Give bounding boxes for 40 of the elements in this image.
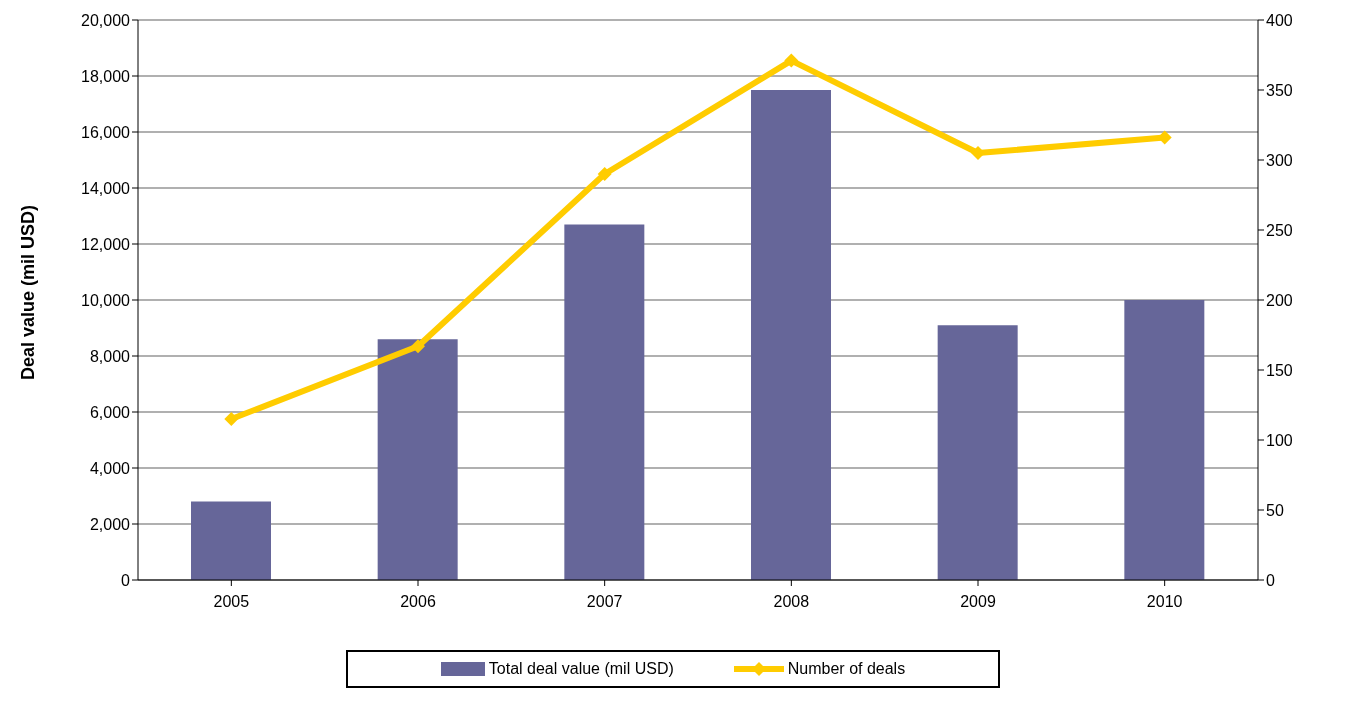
y-tick-label: 14,000 — [81, 179, 131, 197]
x-tick-label: 2007 — [586, 593, 623, 611]
point — [411, 339, 425, 354]
bar — [751, 90, 831, 580]
y2-tick-label: 0 — [1266, 571, 1275, 589]
y-tick-label: 6,000 — [89, 403, 131, 421]
x-tick-label: 2010 — [1146, 593, 1183, 611]
point — [971, 146, 985, 160]
y2-tick-label: 50 — [1266, 501, 1284, 519]
y2-tick-label: 200 — [1266, 291, 1293, 309]
x-tick-label: 2009 — [960, 593, 996, 611]
bar — [191, 501, 271, 580]
y2-tick-label: 100 — [1266, 431, 1293, 449]
legend-label: Number of deals — [786, 660, 906, 678]
y-tick-label: 2,000 — [89, 515, 131, 533]
y-tick-label: 16,000 — [81, 123, 131, 141]
y-tick-label: 12,000 — [81, 235, 131, 253]
point — [597, 167, 612, 181]
y2-tick-label: 350 — [1266, 81, 1293, 99]
y2-tick-label: 250 — [1266, 221, 1293, 239]
y2-tick-label: 300 — [1266, 151, 1293, 169]
bar — [1124, 300, 1205, 580]
bar — [937, 325, 1018, 580]
y-tick-label: 10,000 — [81, 291, 131, 309]
y-tick-label: 20,000 — [81, 11, 131, 29]
x-tick-label: 2006 — [400, 593, 436, 611]
y-tick-label: 18,000 — [81, 67, 131, 85]
x-tick-label: 2005 — [213, 593, 250, 611]
y-tick-label: 8,000 — [89, 347, 131, 365]
y-tick-label: 0 — [121, 571, 131, 589]
legend-label: Total deal value (mil USD) — [487, 660, 674, 678]
bar — [377, 339, 458, 580]
bar — [564, 224, 645, 580]
point — [224, 412, 239, 426]
y-axis-title: Deal value (mil USD) — [18, 204, 39, 380]
point — [784, 53, 799, 68]
y2-tick-label: 400 — [1266, 11, 1293, 29]
y2-tick-label: 150 — [1266, 361, 1293, 379]
x-tick-label: 2008 — [773, 593, 810, 611]
y-tick-label: 4,000 — [89, 459, 131, 477]
